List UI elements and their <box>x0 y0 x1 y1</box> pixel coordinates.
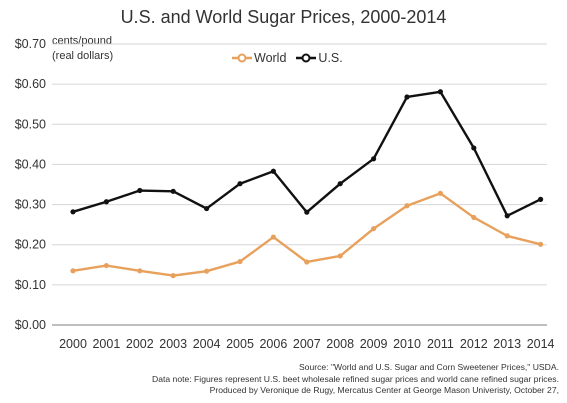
legend-marker-world <box>237 53 247 63</box>
chart-title: U.S. and World Sugar Prices, 2000-2014 <box>120 7 447 27</box>
y-unit-line-2: (real dollars) <box>52 50 114 62</box>
y-axis-ticks: $0.00 $0.10 $0.20 $0.30 $0.40 $0.50 $0.60 $0.70 <box>15 37 46 332</box>
x-tick-label: 2007 <box>293 337 321 351</box>
y-tick-label: $0.60 <box>15 77 46 91</box>
data-point-u-s <box>103 199 109 205</box>
x-tick-label: 2011 <box>427 337 454 351</box>
y-tick-label: $0.70 <box>15 37 46 51</box>
data-point-u-s <box>404 94 410 100</box>
y-tick-label: $0.00 <box>15 318 46 332</box>
data-point-u-s <box>70 209 76 215</box>
data-point-u-s <box>270 168 276 174</box>
x-tick-label: 2000 <box>59 337 87 351</box>
data-point-u-s <box>337 181 343 187</box>
x-tick-label: 2001 <box>92 337 120 351</box>
data-point-world <box>70 268 76 274</box>
data-point-world <box>304 259 310 265</box>
gridlines <box>52 43 547 326</box>
data-point-world <box>170 273 176 279</box>
legend: World U.S. <box>232 51 353 65</box>
legend-label-world: World <box>254 51 287 65</box>
x-tick-label: 2008 <box>326 337 354 351</box>
legend-marker-us <box>301 53 311 63</box>
x-tick-label: 2009 <box>360 337 388 351</box>
data-point-world <box>504 233 510 239</box>
data-point-world <box>337 253 343 259</box>
x-tick-label: 2010 <box>393 337 421 351</box>
data-point-world <box>471 214 477 221</box>
series-lines <box>70 89 544 279</box>
y-tick-label: $0.40 <box>15 157 46 171</box>
legend-item-world: World <box>232 51 286 65</box>
x-tick-label: 2013 <box>493 337 521 351</box>
data-point-u-s <box>137 187 143 194</box>
legend-swatch-us <box>296 53 317 63</box>
data-point-world <box>371 226 377 232</box>
data-point-u-s <box>504 213 510 219</box>
footnote-produced-by: Produced by Veronique de Rugy, Mercatus … <box>209 385 559 395</box>
data-point-u-s <box>437 89 443 95</box>
data-point-u-s <box>170 188 176 194</box>
data-point-world <box>204 268 210 274</box>
x-tick-label: 2002 <box>126 337 154 351</box>
legend-swatch-world <box>232 53 252 63</box>
data-point-u-s <box>237 181 243 187</box>
x-axis-ticks: 2000 2001 2002 2003 2004 2005 2006 2007 2008 2009… <box>59 337 554 351</box>
data-point-u-s <box>304 209 310 215</box>
y-tick-label: $0.30 <box>15 198 46 212</box>
legend-item-us: U.S. <box>296 51 343 65</box>
x-tick-label: 2003 <box>159 337 187 351</box>
series-line-u-s <box>72 90 542 218</box>
data-point-world <box>437 190 443 196</box>
x-tick-label: 2005 <box>226 337 254 351</box>
data-point-world <box>538 241 544 247</box>
data-point-world <box>270 234 276 240</box>
data-point-world <box>237 258 243 265</box>
data-point-u-s <box>471 145 477 151</box>
footnote-source: Source: "World and U.S. Sugar and Corn S… <box>298 362 559 372</box>
legend-label-us: U.S. <box>318 51 343 65</box>
data-point-world <box>404 203 410 209</box>
data-point-world <box>103 262 109 269</box>
data-point-u-s <box>371 156 377 162</box>
x-tick-label: 2004 <box>193 337 221 351</box>
data-point-world <box>137 268 143 274</box>
y-tick-label: $0.20 <box>15 238 46 252</box>
x-tick-label: 2006 <box>259 337 287 351</box>
x-tick-label: 2012 <box>460 337 488 351</box>
footnote-data-note: Data note: Figures represent U.S. beet w… <box>152 373 559 384</box>
data-point-u-s <box>204 205 210 212</box>
y-tick-label: $0.10 <box>15 278 46 292</box>
footnotes: Source: "World and U.S. Sugar and Corn S… <box>152 362 559 397</box>
y-tick-label: $0.50 <box>15 117 46 131</box>
x-tick-label: 2014 <box>527 337 555 351</box>
data-point-u-s <box>538 196 544 202</box>
